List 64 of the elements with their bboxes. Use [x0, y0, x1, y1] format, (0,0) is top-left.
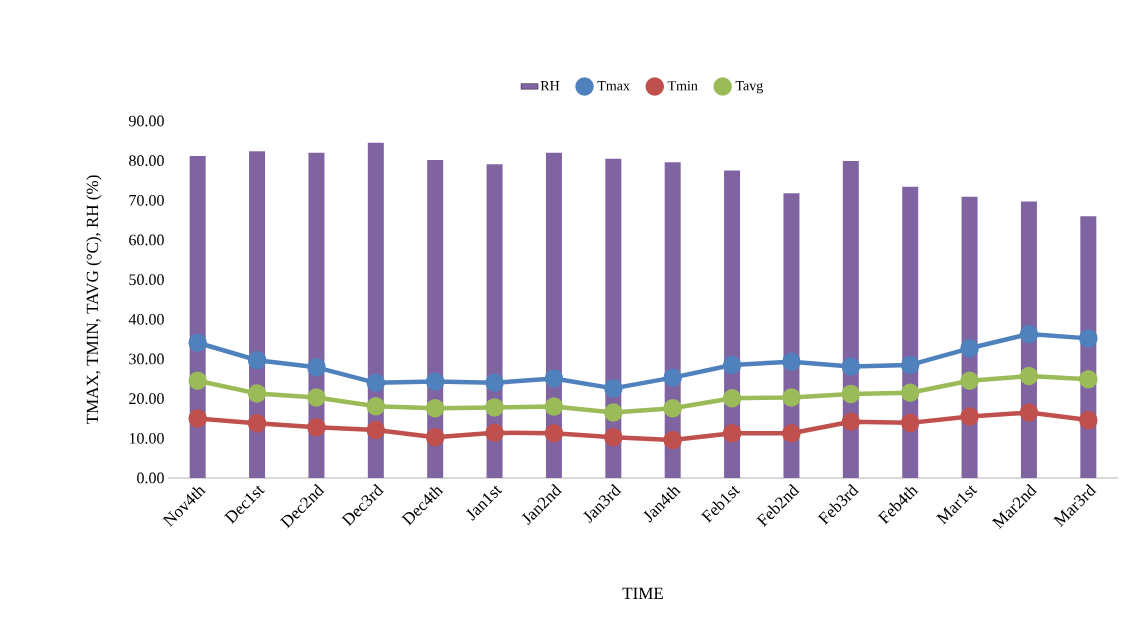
point: [425, 398, 445, 418]
point: [841, 357, 861, 376]
point: [1019, 324, 1039, 344]
point: [782, 388, 801, 407]
point: [841, 384, 861, 404]
y-tick-label: 60.00: [129, 234, 164, 246]
point: [900, 413, 920, 433]
point: [425, 427, 445, 447]
point: [782, 352, 801, 372]
point: [604, 403, 623, 422]
point: [307, 388, 326, 407]
point: [722, 423, 742, 443]
y-tick-label: 0.00: [137, 472, 164, 484]
point: [366, 420, 386, 440]
point: [663, 430, 682, 450]
point: [1019, 403, 1039, 422]
point: [247, 350, 267, 370]
point: [1079, 410, 1098, 430]
point: [663, 398, 682, 418]
point: [604, 379, 623, 398]
y-tick-label: 70.00: [129, 194, 164, 206]
point: [960, 371, 979, 391]
legend-label: RH: [540, 81, 560, 91]
legend-label: Tavg: [735, 81, 763, 94]
legend-label: Tmin: [667, 81, 698, 91]
point: [544, 423, 564, 443]
point: [1019, 366, 1039, 386]
point: [188, 371, 207, 391]
y-tick-label: 40.00: [128, 313, 164, 325]
y-tick-label: 80.00: [129, 155, 164, 167]
x-axis-title: TIME: [622, 587, 663, 599]
y-tick-label: 50.00: [129, 274, 164, 286]
point: [722, 389, 742, 408]
point: [425, 372, 445, 391]
point: [900, 355, 920, 375]
point: [485, 398, 504, 417]
y-tick-label: 20.00: [129, 393, 164, 405]
point: [307, 358, 326, 377]
y-axis-title: TMAX, TMIN, TAVG (°C), RH (%): [86, 175, 102, 425]
y-tick-label: 90.00: [128, 115, 164, 127]
point: [900, 383, 920, 402]
point: [247, 414, 267, 433]
point: [960, 339, 979, 358]
point: [604, 427, 623, 447]
point: [544, 397, 564, 416]
y-tick-label: 30.00: [129, 353, 164, 365]
point: [841, 412, 861, 431]
point: [366, 396, 386, 416]
point: [544, 369, 564, 388]
point: [722, 355, 742, 375]
point: [188, 333, 207, 352]
point: [188, 409, 207, 428]
point: [782, 423, 801, 443]
point: [1079, 369, 1098, 389]
legend-label: Tmax: [597, 81, 630, 91]
point: [485, 423, 504, 443]
point: [366, 373, 386, 393]
point: [1079, 329, 1098, 348]
point: [485, 373, 504, 393]
point: [247, 384, 267, 403]
y-tick-label: 10.00: [129, 432, 164, 444]
point: [960, 407, 979, 426]
point: [663, 368, 682, 387]
point: [307, 417, 326, 437]
